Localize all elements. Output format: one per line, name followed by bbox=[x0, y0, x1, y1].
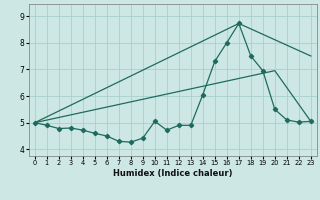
X-axis label: Humidex (Indice chaleur): Humidex (Indice chaleur) bbox=[113, 169, 233, 178]
